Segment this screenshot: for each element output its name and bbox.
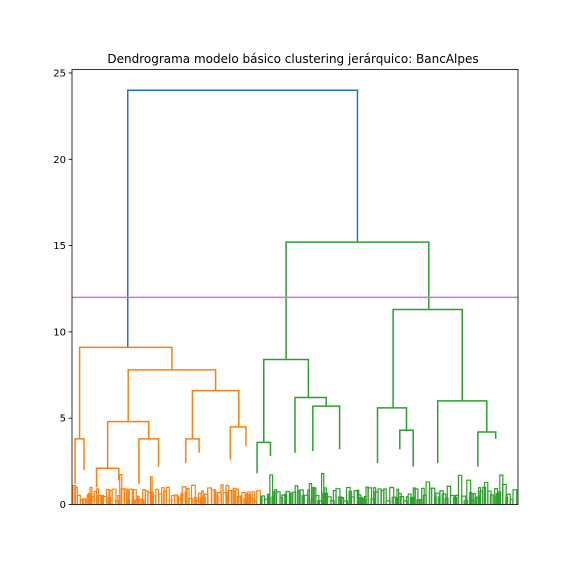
leaf-link	[128, 488, 133, 505]
leaf-link	[439, 490, 444, 505]
leaf-link	[435, 492, 441, 505]
link-layer	[74, 89, 497, 488]
leaf-link	[444, 497, 449, 505]
leaf-link	[469, 491, 473, 505]
leaf-link	[149, 476, 153, 505]
leaf-link	[389, 486, 395, 505]
leaf-link	[251, 491, 256, 505]
leaf-link	[338, 496, 343, 505]
leaf-link	[165, 486, 170, 505]
dendrogram-link-cluster-2-a	[263, 358, 310, 443]
leaf-link	[479, 490, 484, 505]
leaf-link	[79, 499, 85, 505]
leaf-link	[72, 484, 77, 505]
leaf-link	[449, 494, 455, 505]
leaf-link	[330, 500, 335, 505]
leaf-link	[197, 492, 202, 505]
y-tick-label: 0	[60, 500, 66, 511]
dendrogram-link-cluster-2-i	[399, 429, 414, 467]
leaf-link	[222, 492, 228, 505]
leaf-link	[111, 488, 117, 505]
leaf-link	[126, 489, 129, 505]
leaf-link	[260, 495, 266, 505]
dendrogram-link-cluster-2-f	[436, 400, 488, 464]
leaf-link	[315, 494, 320, 505]
leaf-link	[477, 487, 482, 505]
leaf-link	[373, 487, 377, 505]
chart-title: Dendrograma modelo básico clustering jer…	[107, 52, 478, 66]
leaf-link	[207, 487, 213, 505]
leaf-layer	[72, 472, 518, 505]
y-tick-label: 15	[53, 241, 66, 252]
dendrogram-link-cluster-1-b	[127, 369, 217, 422]
leaf-link	[249, 497, 254, 505]
leaf-link	[457, 474, 463, 505]
y-tick-label: 25	[53, 68, 66, 79]
leaf-link	[383, 488, 387, 505]
leaf-link	[243, 498, 248, 505]
leaf-link	[506, 493, 511, 505]
dendrogram-link-cluster-1-i	[229, 426, 247, 460]
dendrogram-link-cluster-1-h	[184, 438, 200, 464]
y-tick-label: 20	[53, 155, 66, 166]
leaf-link	[256, 490, 261, 505]
dendrogram-link-cluster-2-g	[256, 441, 272, 474]
dendrogram-link-cluster-1-c	[106, 420, 150, 469]
leaf-link	[357, 494, 362, 505]
leaf-link	[188, 497, 193, 505]
dendrogram-link-cluster-1-top	[78, 346, 173, 439]
leaf-link	[483, 481, 489, 505]
dendrogram-link-cluster-2-h	[477, 431, 497, 467]
leaf-link	[298, 489, 304, 505]
leaf-link	[487, 490, 492, 505]
leaf-link	[512, 489, 518, 505]
leaf-link	[501, 483, 507, 505]
dendrogram-link-cluster-1-g	[138, 438, 160, 484]
leaf-link	[343, 500, 349, 505]
plot-frame	[71, 69, 519, 505]
dendrogram-link-cluster-1-f	[95, 467, 120, 488]
leaf-link	[421, 487, 425, 505]
leaf-link	[132, 488, 137, 505]
dendrogram-link-cluster-1-d	[191, 389, 240, 439]
leaf-link	[367, 487, 373, 505]
dendrogram-link-root	[127, 89, 359, 348]
axis-layer: 0 5 10 15 20 25	[53, 68, 519, 511]
leaf-link	[269, 474, 274, 505]
y-tick-label: 5	[60, 414, 66, 425]
leaf-link	[186, 487, 190, 505]
leaf-link	[397, 493, 402, 505]
dendrogram-link-cluster-2-c	[294, 396, 327, 453]
leaf-link	[308, 483, 313, 505]
leaf-link	[105, 488, 110, 505]
leaf-link	[181, 486, 187, 505]
leaf-link	[441, 493, 447, 505]
dendrogram-link-cluster-2-top	[285, 241, 430, 360]
leaf-link	[359, 496, 363, 505]
dendrogram-link-cluster-2-e	[376, 407, 408, 464]
leaf-link	[345, 486, 351, 505]
leaf-link	[115, 500, 120, 505]
y-tick-label: 10	[53, 327, 66, 338]
leaf-link	[414, 488, 419, 505]
leaf-link	[463, 500, 469, 505]
dendrogram-link-cluster-1-e	[74, 438, 85, 484]
leaf-link	[407, 493, 412, 505]
dendrogram-link-cluster-2-d	[312, 405, 341, 451]
leaf-link	[211, 489, 216, 505]
leaf-link	[190, 484, 196, 505]
leaf-link	[120, 488, 125, 505]
dendrogram-link-cluster-2-b	[392, 308, 463, 408]
